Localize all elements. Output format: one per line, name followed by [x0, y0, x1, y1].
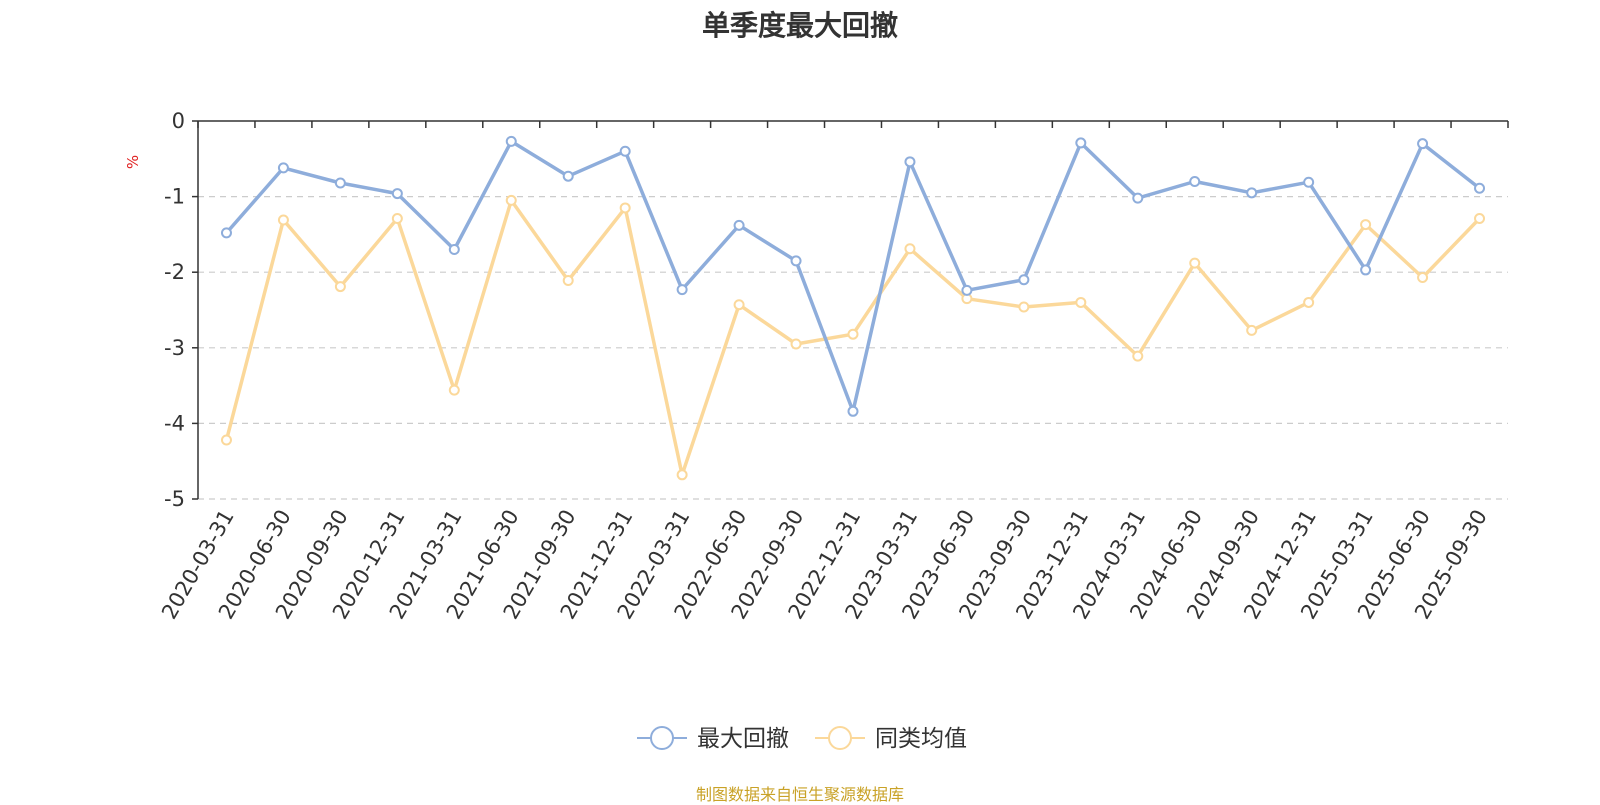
- data-point: [790, 255, 802, 267]
- legend-label: 同类均值: [875, 726, 967, 752]
- x-tick-labels: 2020-03-312020-06-302020-09-302020-12-31…: [157, 505, 1492, 623]
- y-tick-label: -1: [164, 185, 185, 209]
- series-1: [220, 194, 1486, 481]
- data-point: [1132, 192, 1144, 204]
- data-point: [904, 243, 916, 255]
- data-source-note: 制图数据来自恒生聚源数据库: [695, 785, 904, 804]
- series-0: [220, 135, 1486, 417]
- data-point: [1075, 137, 1087, 149]
- data-point: [847, 405, 859, 417]
- y-tick-label: -4: [164, 411, 185, 435]
- legend-swatch-marker: [650, 726, 674, 750]
- data-point: [1075, 296, 1087, 308]
- series: [220, 135, 1486, 481]
- chart-title: 单季度最大回撤: [701, 9, 898, 42]
- data-point: [1303, 176, 1315, 188]
- data-point: [1189, 257, 1201, 269]
- data-point: [1132, 350, 1144, 362]
- data-point: [790, 338, 802, 350]
- y-tick-labels: 0 -1 -2 -3 -4 -5: [164, 109, 185, 511]
- data-point: [1474, 182, 1486, 194]
- data-point: [1018, 274, 1030, 286]
- data-point: [562, 170, 574, 182]
- data-point: [1303, 296, 1315, 308]
- data-point: [1417, 271, 1429, 283]
- data-point: [391, 213, 403, 225]
- data-point: [676, 469, 688, 481]
- data-point: [1246, 324, 1258, 336]
- data-point: [1474, 213, 1486, 225]
- data-point: [277, 214, 289, 226]
- data-point: [505, 194, 517, 206]
- data-point: [1189, 175, 1201, 187]
- legend-swatch-marker: [828, 726, 852, 750]
- data-point: [562, 275, 574, 287]
- data-point: [847, 328, 859, 340]
- data-point: [448, 244, 460, 256]
- series-line: [225, 139, 1481, 414]
- data-point: [619, 145, 631, 157]
- data-point: [220, 227, 232, 239]
- data-point: [448, 384, 460, 396]
- data-point: [277, 162, 289, 174]
- data-point: [619, 202, 631, 214]
- data-point: [676, 284, 688, 296]
- data-point: [733, 299, 745, 311]
- grid-lines: [198, 196, 1508, 500]
- y-tick-label: -5: [164, 487, 185, 511]
- data-point: [1360, 219, 1372, 231]
- axes: [192, 120, 1509, 500]
- y-axis-label: %: [124, 155, 142, 169]
- data-point: [1417, 138, 1429, 150]
- data-point: [391, 188, 403, 200]
- data-point: [1018, 301, 1030, 313]
- data-point: [733, 219, 745, 231]
- legend[interactable]: 最大回撤 同类均值: [637, 726, 967, 752]
- legend-label: 最大回撤: [697, 726, 789, 752]
- y-tick-label: -3: [164, 336, 185, 360]
- data-point: [904, 156, 916, 168]
- data-point: [505, 135, 517, 147]
- legend-item[interactable]: 同类均值: [815, 726, 967, 752]
- data-point: [334, 281, 346, 293]
- y-tick-label: -2: [164, 260, 185, 284]
- data-point: [220, 434, 232, 446]
- data-point: [961, 284, 973, 296]
- legend-item[interactable]: 最大回撤: [637, 726, 789, 752]
- data-point: [1360, 264, 1372, 276]
- data-point: [1246, 187, 1258, 199]
- data-point: [334, 177, 346, 189]
- y-tick-label: 0: [172, 109, 185, 133]
